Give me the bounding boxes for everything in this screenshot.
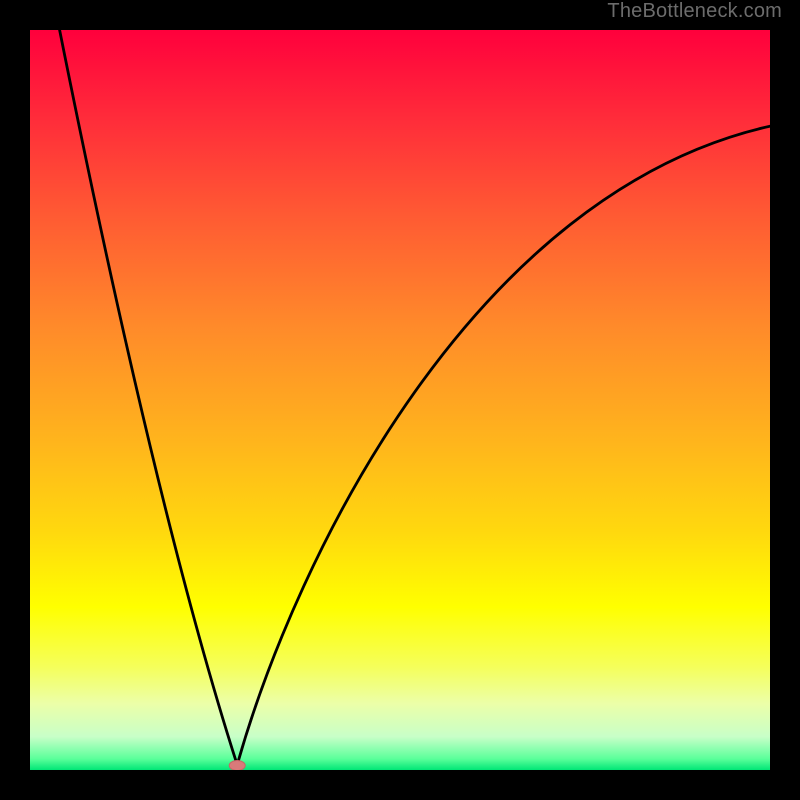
plot-area xyxy=(30,30,770,770)
curve-layer xyxy=(30,30,770,770)
bottleneck-curve xyxy=(237,126,770,765)
chart-frame: TheBottleneck.com xyxy=(0,0,800,800)
watermark-text: TheBottleneck.com xyxy=(607,0,782,23)
bottleneck-curve xyxy=(60,30,238,765)
optimal-point-marker xyxy=(229,761,245,770)
